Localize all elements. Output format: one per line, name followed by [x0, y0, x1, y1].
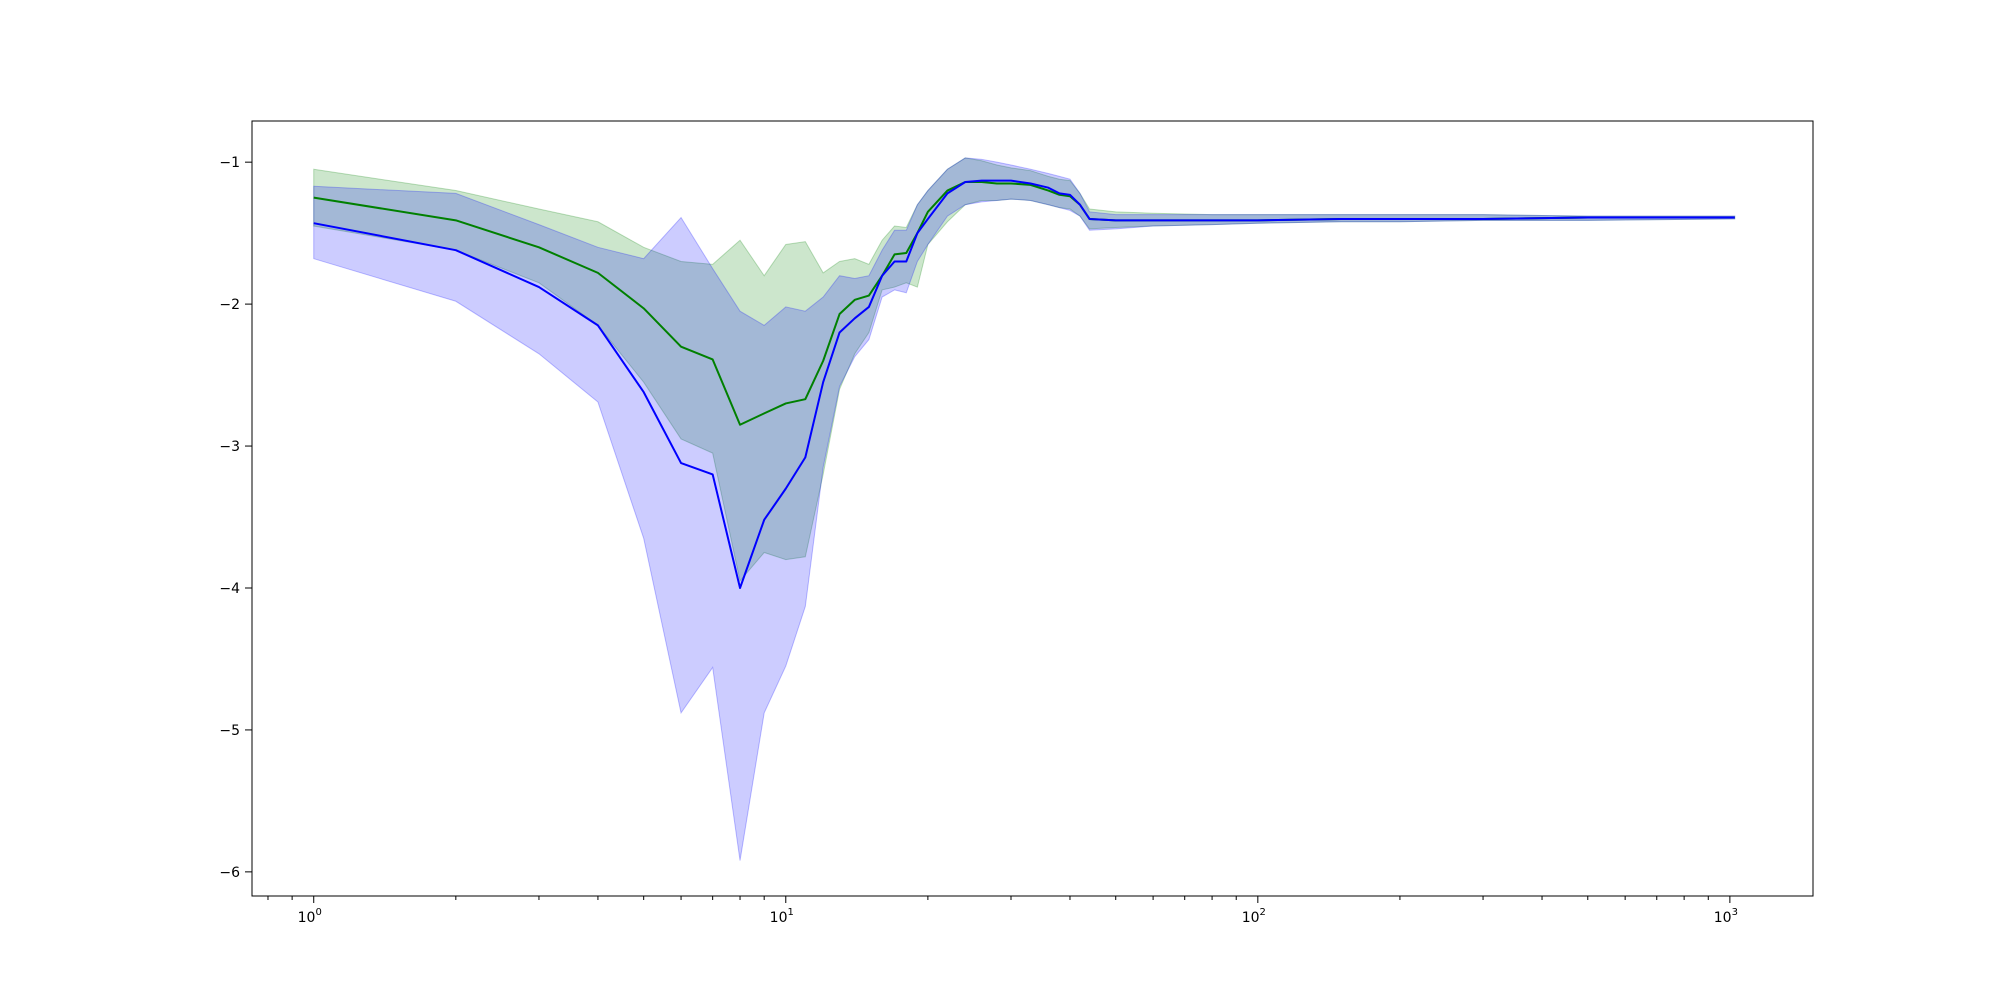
series-0-band — [313, 157, 1736, 582]
y-tick-label: −6 — [219, 865, 240, 881]
confidence-bands — [313, 157, 1736, 861]
y-axis: −1 −2 −3 −4 −5 −6 — [219, 155, 252, 881]
y-tick-label: −5 — [219, 723, 240, 739]
x-tick-label: 102 — [1242, 907, 1266, 926]
y-tick-label: −4 — [219, 581, 240, 597]
x-tick-label: 103 — [1714, 907, 1738, 926]
x-tick-label: 100 — [298, 907, 322, 926]
y-tick-label: −1 — [219, 155, 240, 171]
x-tick-label: 101 — [770, 907, 794, 926]
x-axis: 100 101 102 103 — [267, 896, 1738, 926]
series-1-line — [313, 179, 1735, 589]
y-tick-label: −3 — [219, 439, 240, 455]
plot-frame — [251, 120, 1814, 897]
y-tick-label: −2 — [219, 297, 240, 313]
series-1-band — [313, 157, 1736, 861]
series-lines — [313, 179, 1735, 589]
